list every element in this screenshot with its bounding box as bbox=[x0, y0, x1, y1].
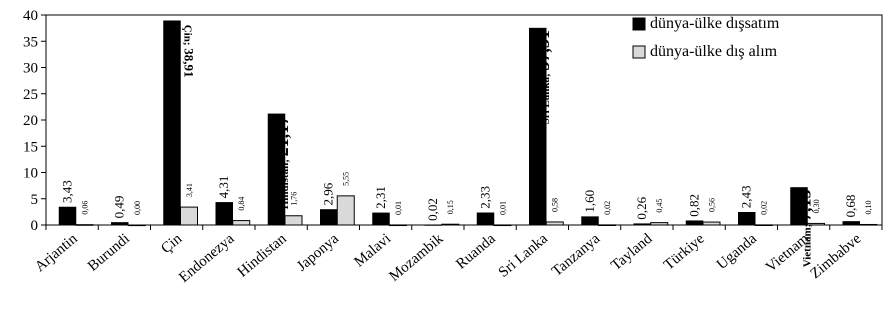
import-bar bbox=[598, 224, 616, 226]
import-data-label: 5,55 bbox=[342, 172, 351, 186]
import-bar bbox=[441, 223, 460, 226]
export-data-label: 4,31 bbox=[216, 176, 231, 199]
export-bar bbox=[738, 211, 756, 226]
export-bar bbox=[58, 206, 77, 226]
x-category-label: Sri Lanka bbox=[496, 231, 552, 281]
x-category-label: Zimbabve bbox=[808, 231, 865, 283]
x-category-label: Mozambik bbox=[386, 230, 446, 284]
import-bar bbox=[807, 222, 825, 226]
import-bar bbox=[702, 221, 721, 226]
import-bar bbox=[127, 224, 146, 227]
export-data-label: 3,43 bbox=[60, 180, 75, 203]
x-category-label: Endonezya bbox=[176, 231, 238, 286]
export-bar bbox=[215, 202, 233, 226]
import-bar bbox=[180, 206, 198, 226]
x-category-label: Arjantin bbox=[32, 230, 81, 275]
export-bar bbox=[842, 221, 860, 226]
import-bar bbox=[232, 220, 251, 226]
legend-swatch-export bbox=[632, 17, 646, 31]
import-bar bbox=[545, 221, 564, 226]
export-data-label: 2,96 bbox=[321, 182, 336, 205]
import-data-label: 0,84 bbox=[237, 197, 246, 211]
x-category-label: Uganda bbox=[714, 231, 760, 273]
chart-data-labels: 3,43 0,06 0,49 0,00 Çin; 38,91 3,41 4,31 0,84 Hi… bbox=[60, 25, 874, 268]
x-category-label: Hindistan bbox=[235, 230, 290, 280]
import-data-label: 0,02 bbox=[603, 201, 612, 215]
import-bar bbox=[754, 224, 773, 226]
import-bar bbox=[389, 224, 407, 227]
import-bar bbox=[284, 215, 303, 226]
import-bar bbox=[75, 224, 94, 226]
y-tick-label: 5 bbox=[31, 192, 39, 208]
export-bar bbox=[529, 27, 547, 226]
import-bar bbox=[650, 222, 669, 226]
import-data-label: 0,30 bbox=[812, 199, 821, 213]
export-bar bbox=[476, 212, 495, 226]
export-bar bbox=[372, 212, 390, 226]
export-bar bbox=[790, 187, 808, 226]
export-data-label: 2,31 bbox=[373, 186, 388, 209]
y-tick-label: 10 bbox=[23, 166, 38, 182]
export-bar bbox=[320, 209, 338, 226]
export-bar bbox=[111, 222, 129, 226]
export-bar bbox=[633, 223, 651, 226]
export-data-label: Hindistan; 21,17 bbox=[272, 116, 292, 209]
x-category-label: Burundi bbox=[85, 231, 133, 275]
x-category-label: Japonya bbox=[294, 231, 342, 275]
y-tick-label: 15 bbox=[23, 139, 38, 155]
export-data-label: Vietnam; 7,15 bbox=[795, 189, 815, 267]
import-data-label: 0,00 bbox=[133, 201, 142, 215]
export-data-label: Sri Lanka; 37,51 bbox=[533, 30, 553, 124]
x-category-label: Ruanda bbox=[453, 231, 499, 273]
legend-label-export: dünya-ülke dışsatım bbox=[650, 15, 780, 32]
import-data-label: 0,58 bbox=[551, 198, 560, 212]
export-bar bbox=[424, 224, 442, 226]
x-category-label: Tayland bbox=[608, 230, 656, 273]
export-bar bbox=[267, 113, 286, 226]
y-tick-label: 0 bbox=[31, 218, 39, 234]
export-data-label: 0,82 bbox=[687, 194, 702, 217]
export-data-label: 0,26 bbox=[634, 196, 649, 219]
export-bar bbox=[685, 220, 704, 226]
legend-swatch-import bbox=[632, 45, 646, 59]
import-data-label: 0,45 bbox=[655, 199, 664, 213]
y-tick-label: 30 bbox=[23, 61, 38, 77]
y-tick-label: 20 bbox=[23, 113, 38, 129]
legend-label-import: dünya-ülke dış alım bbox=[650, 43, 778, 60]
y-tick-label: 35 bbox=[23, 34, 38, 50]
y-tick-label: 40 bbox=[23, 8, 38, 24]
import-data-label: 1,76 bbox=[290, 192, 299, 206]
export-data-label: Çin; 38,91 bbox=[182, 25, 197, 78]
export-data-label: 0,49 bbox=[112, 196, 127, 219]
x-category-label: Tanzanya bbox=[549, 231, 603, 280]
chart-legend: dünya-ülke dışsatım dünya-ülke dış alım bbox=[632, 15, 780, 60]
export-bar bbox=[581, 216, 599, 226]
import-data-label: 0,01 bbox=[394, 201, 403, 215]
y-tick-label: 25 bbox=[23, 87, 38, 103]
import-bar bbox=[336, 195, 355, 226]
export-data-label: 0,68 bbox=[843, 195, 858, 218]
x-category-label: Çin bbox=[158, 230, 185, 257]
chart-bars bbox=[58, 20, 878, 227]
x-category-label: Türkiye bbox=[661, 231, 708, 274]
import-data-label: 3,41 bbox=[185, 183, 194, 197]
import-data-label: 0,02 bbox=[760, 201, 769, 215]
export-data-label: 0,02 bbox=[425, 198, 440, 221]
import-data-label: 0,56 bbox=[708, 198, 717, 212]
export-data-label: 2,43 bbox=[739, 185, 754, 208]
import-data-label: 0,15 bbox=[446, 200, 455, 214]
export-data-label: 1,60 bbox=[582, 190, 597, 213]
export-data-label: 2,33 bbox=[478, 186, 493, 209]
x-category-label: Malavi bbox=[351, 231, 394, 271]
export-bar bbox=[163, 20, 181, 226]
import-bar bbox=[493, 224, 512, 227]
import-data-label: 0,06 bbox=[81, 201, 90, 215]
import-data-label: 0,01 bbox=[499, 201, 508, 215]
import-bar bbox=[859, 223, 878, 226]
import-data-label: 0,10 bbox=[864, 200, 873, 214]
